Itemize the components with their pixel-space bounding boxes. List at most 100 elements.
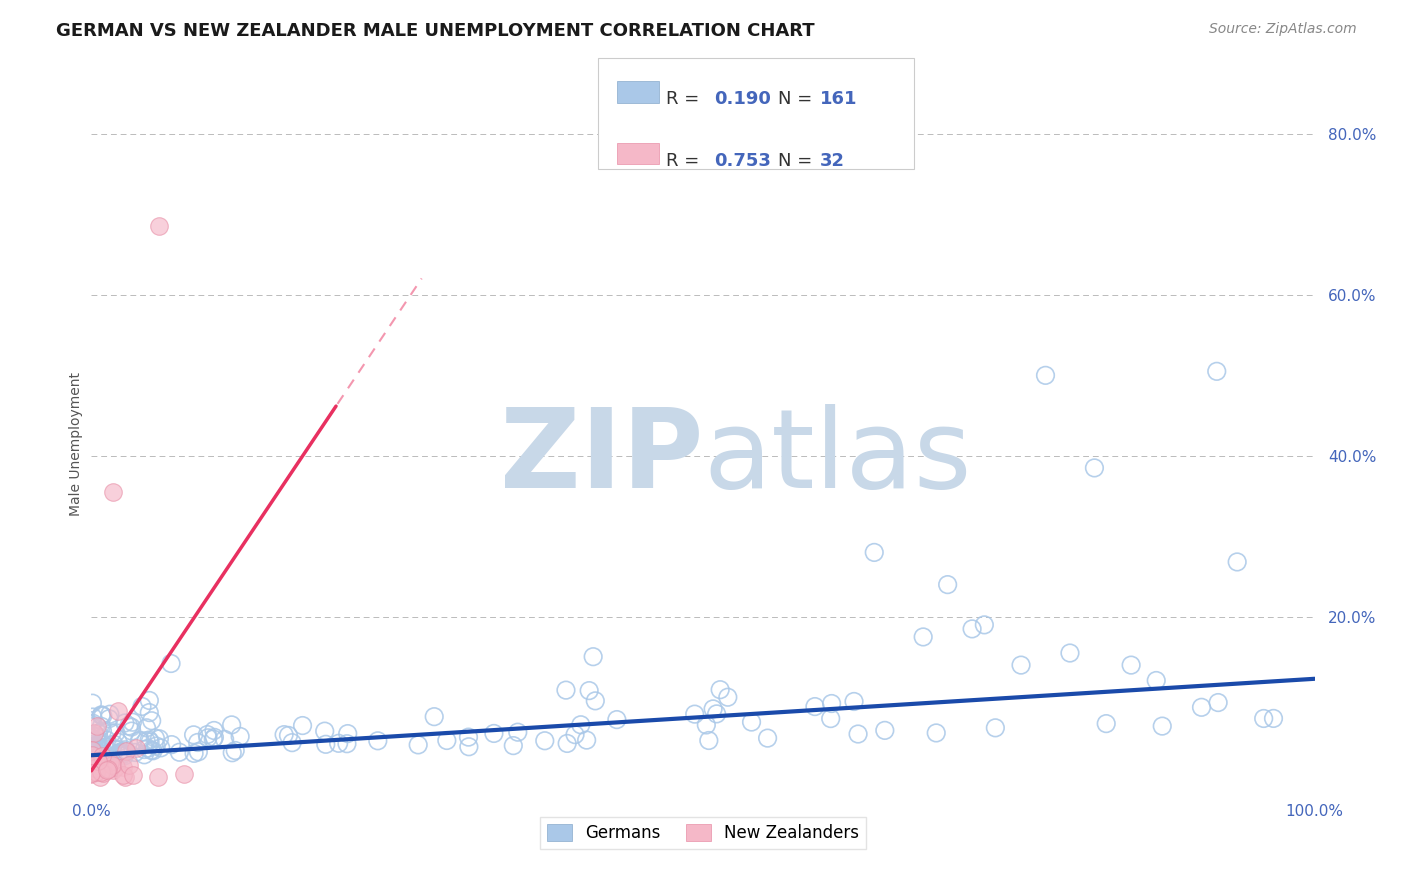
Point xyxy=(202,723,225,738)
Point xyxy=(436,733,458,747)
Point xyxy=(1059,646,1081,660)
Point xyxy=(221,746,243,760)
Point xyxy=(148,219,170,234)
Point xyxy=(104,726,127,740)
Point xyxy=(1226,555,1249,569)
Point xyxy=(80,717,103,731)
Point xyxy=(84,738,107,752)
Point xyxy=(89,739,111,754)
Point xyxy=(229,730,252,744)
Point xyxy=(84,730,107,744)
Point xyxy=(277,728,299,742)
Point xyxy=(555,683,578,698)
Point xyxy=(86,729,108,743)
Point xyxy=(457,739,479,754)
Point xyxy=(107,747,129,761)
Point xyxy=(160,738,183,752)
Point xyxy=(328,736,350,750)
Point xyxy=(90,747,112,761)
Point xyxy=(90,708,112,723)
Point xyxy=(187,735,209,749)
Point xyxy=(281,736,304,750)
Point xyxy=(135,721,157,735)
Point xyxy=(80,731,103,746)
Point xyxy=(114,770,136,784)
Point xyxy=(873,723,896,738)
Point xyxy=(224,743,246,757)
Point xyxy=(695,718,717,732)
Point xyxy=(111,746,134,760)
Point xyxy=(112,747,135,761)
Point xyxy=(195,728,218,742)
Point xyxy=(564,728,586,742)
Point xyxy=(148,731,170,746)
Point xyxy=(936,577,959,591)
Point xyxy=(202,731,225,746)
Point xyxy=(80,739,103,754)
Point xyxy=(111,760,134,774)
Point xyxy=(142,744,165,758)
Point xyxy=(141,714,163,728)
Text: GERMAN VS NEW ZEALANDER MALE UNEMPLOYMENT CORRELATION CHART: GERMAN VS NEW ZEALANDER MALE UNEMPLOYMEN… xyxy=(56,22,815,40)
Point xyxy=(741,714,763,729)
Text: N =: N = xyxy=(778,90,811,108)
Point xyxy=(187,745,209,759)
Point xyxy=(107,704,129,718)
Point xyxy=(336,737,359,751)
Point xyxy=(709,682,731,697)
Point xyxy=(139,735,162,749)
Point xyxy=(582,649,605,664)
Point xyxy=(575,733,598,747)
Point xyxy=(110,748,132,763)
Point xyxy=(134,742,156,756)
Point xyxy=(160,657,183,671)
Point xyxy=(124,746,146,760)
Point xyxy=(101,763,124,777)
Point xyxy=(129,733,152,747)
Point xyxy=(842,694,865,708)
Point xyxy=(1206,696,1229,710)
Point xyxy=(80,745,103,759)
Point xyxy=(104,742,127,756)
Text: R =: R = xyxy=(666,152,706,169)
Point xyxy=(94,740,117,755)
Point xyxy=(145,731,167,746)
Point xyxy=(98,755,121,769)
Point xyxy=(960,622,983,636)
Point xyxy=(984,721,1007,735)
Point xyxy=(1253,711,1275,725)
Point xyxy=(141,743,163,757)
Text: 0.190: 0.190 xyxy=(714,90,770,108)
Point xyxy=(82,716,104,731)
Point xyxy=(578,683,600,698)
Point xyxy=(80,739,103,754)
Point xyxy=(131,699,153,714)
Point xyxy=(80,720,103,734)
Point xyxy=(114,743,136,757)
Text: 0.753: 0.753 xyxy=(714,152,770,169)
Point xyxy=(717,690,740,705)
Point xyxy=(91,749,114,764)
Text: Source: ZipAtlas.com: Source: ZipAtlas.com xyxy=(1209,22,1357,37)
Point xyxy=(89,770,111,784)
Point xyxy=(846,727,869,741)
Point xyxy=(169,745,191,759)
Point xyxy=(87,741,110,756)
Point xyxy=(145,739,167,753)
Point xyxy=(697,733,720,747)
Text: ZIP: ZIP xyxy=(499,404,703,511)
Point xyxy=(91,766,114,780)
Point xyxy=(98,707,121,722)
Point xyxy=(555,736,578,750)
Point xyxy=(214,732,236,747)
Point xyxy=(86,764,108,779)
Legend: Germans, New Zealanders: Germans, New Zealanders xyxy=(540,817,866,848)
Point xyxy=(148,770,170,784)
Point xyxy=(912,630,935,644)
Point xyxy=(457,730,479,744)
Point xyxy=(149,740,172,755)
Point xyxy=(84,739,107,753)
Point xyxy=(83,740,105,755)
Point xyxy=(82,710,104,724)
Text: 32: 32 xyxy=(820,152,845,169)
